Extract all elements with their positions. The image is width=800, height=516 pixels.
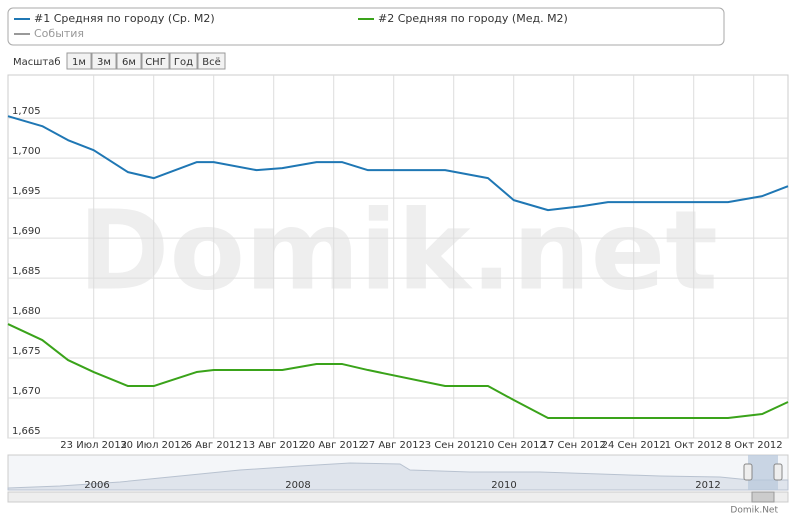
navigator-handle[interactable] [743, 463, 753, 481]
x-tick-label: 23 Июл 2012 [60, 440, 127, 451]
x-tick-label: 17 Сен 2012 [542, 440, 606, 451]
plot-area [7, 74, 789, 439]
series-line [7, 323, 789, 420]
x-tick-label: 8 Окт 2012 [725, 440, 783, 451]
y-tick-label: 1,685 [12, 266, 41, 277]
navigator-label: 2012 [695, 480, 720, 491]
x-tick-label: 10 Сен 2012 [482, 440, 546, 451]
legend-label[interactable]: #2 Средняя по городу (Мед. М2) [378, 12, 568, 25]
scrollbar[interactable] [7, 491, 789, 503]
navigator-label: 2006 [84, 480, 109, 491]
zoom-button[interactable] [91, 52, 117, 70]
zoom-button[interactable] [169, 52, 198, 70]
zoom-button[interactable] [116, 52, 142, 70]
zoom-button-label[interactable]: Год [174, 57, 193, 68]
x-tick-label: 13 Авг 2012 [242, 440, 305, 451]
series-line [7, 115, 789, 212]
x-tick-label: 3 Сен 2012 [425, 440, 483, 451]
zoom-button-label[interactable]: 1м [72, 57, 86, 68]
zoom-button[interactable] [66, 52, 92, 70]
navigator-handle[interactable] [773, 463, 783, 481]
navigator-label: 2008 [285, 480, 310, 491]
x-tick-label: 24 Сен 2012 [602, 440, 666, 451]
y-tick-label: 1,690 [12, 226, 41, 237]
watermark: Domik.net [78, 186, 718, 314]
y-tick-label: 1,675 [12, 346, 41, 357]
zoom-button[interactable] [197, 52, 226, 70]
navigator-label: 2010 [491, 480, 516, 491]
zoom-button[interactable] [141, 52, 170, 70]
scrollbar-thumb[interactable] [751, 491, 775, 503]
credit: Domik.Net [730, 506, 778, 516]
zoom-button-label[interactable]: Всё [202, 57, 221, 68]
zoom-button-label[interactable]: 3м [97, 57, 111, 68]
x-tick-label: 30 Июл 2012 [120, 440, 187, 451]
y-tick-label: 1,670 [12, 386, 41, 397]
zoom-label: Масштаб [13, 57, 61, 68]
navigator-selection[interactable] [748, 455, 778, 490]
zoom-button-label[interactable]: 6м [122, 57, 136, 68]
x-tick-label: 1 Окт 2012 [665, 440, 723, 451]
legend-box [7, 7, 725, 46]
legend-label[interactable]: #1 Средняя по городу (Ср. М2) [34, 12, 215, 25]
zoom-button-label[interactable]: СНГ [145, 57, 166, 68]
legend-label[interactable]: События [34, 27, 84, 40]
y-tick-label: 1,705 [12, 106, 41, 117]
y-tick-label: 1,695 [12, 186, 41, 197]
y-tick-label: 1,665 [12, 426, 41, 437]
x-tick-label: 20 Авг 2012 [302, 440, 365, 451]
navigator-area [7, 462, 789, 491]
x-tick-label: 27 Авг 2012 [362, 440, 425, 451]
y-tick-label: 1,700 [12, 146, 41, 157]
x-tick-label: 6 Авг 2012 [186, 440, 242, 451]
y-tick-label: 1,680 [12, 306, 41, 317]
